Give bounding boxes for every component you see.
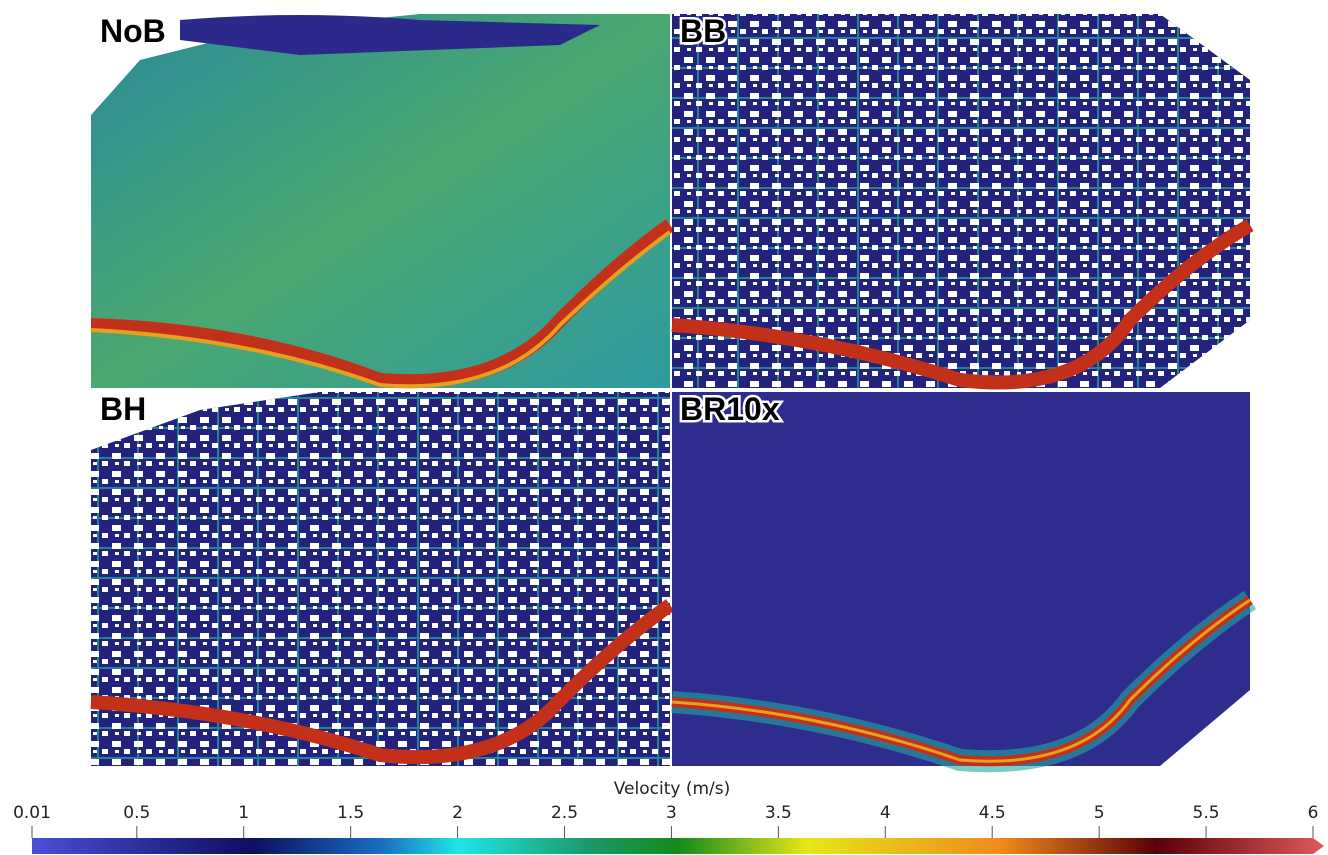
- tick-label: 6: [1308, 803, 1319, 823]
- tick-label: 1: [238, 803, 249, 823]
- colorbar-ticks: 0.01 0.5 1 1.5 2 2.5 3 3.5 4 4.5 5 5.5 6: [13, 803, 1318, 838]
- panel-label: BR10x: [680, 391, 780, 427]
- panel-br10x: BR10x: [672, 391, 1250, 766]
- tick-label: 4: [880, 803, 891, 823]
- panel-label: BB: [680, 13, 726, 49]
- colorbar-title: Velocity (m/s): [614, 779, 731, 799]
- tick-label: 0.5: [123, 803, 150, 823]
- tick-label: 2.5: [551, 803, 578, 823]
- panel-bb: BB: [672, 13, 1250, 388]
- panel-label: NoB: [100, 13, 166, 49]
- tick-label: 5.5: [1193, 803, 1220, 823]
- tick-label: 4.5: [979, 803, 1006, 823]
- tick-label: 3.5: [765, 803, 792, 823]
- colorbar: [32, 838, 1324, 854]
- tick-label: 3: [666, 803, 677, 823]
- panel-bh: BH: [91, 391, 670, 766]
- figure: NoB BB BH BR10x Velocity (m/s) 0.01 0.5 1 1…: [0, 0, 1328, 855]
- tick-label: 2: [452, 803, 463, 823]
- tick-label: 5: [1094, 803, 1105, 823]
- panel-label: BH: [100, 391, 146, 427]
- tick-label: 1.5: [337, 803, 364, 823]
- panel-nob: NoB: [91, 13, 670, 388]
- tick-label: 0.01: [13, 803, 51, 823]
